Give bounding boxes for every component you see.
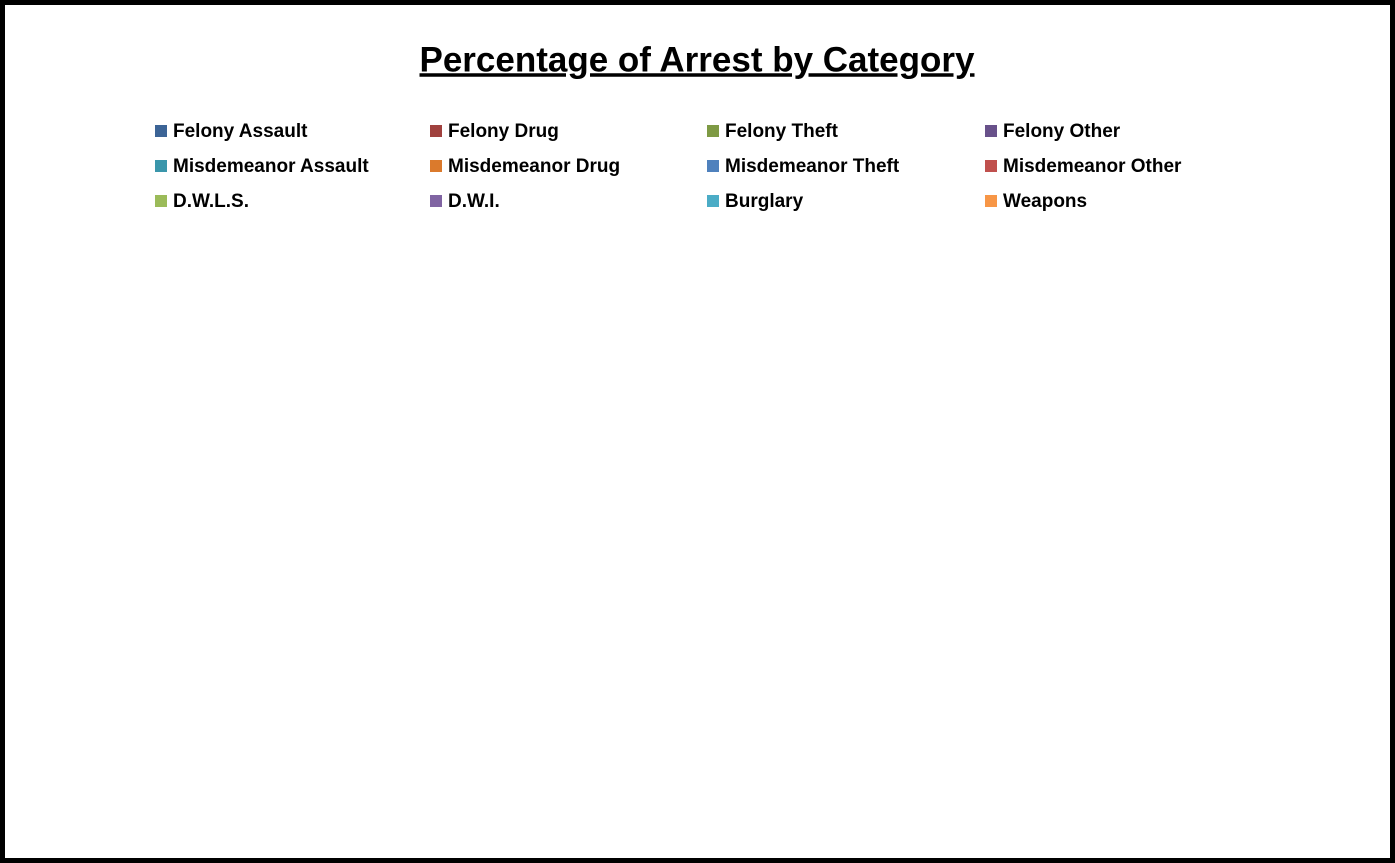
legend-label: D.W.L.S. <box>173 191 249 212</box>
legend-swatch <box>430 160 442 172</box>
legend-swatch <box>155 125 167 137</box>
legend-label: Misdemeanor Drug <box>448 156 620 177</box>
legend-label: D.W.I. <box>448 191 500 212</box>
chart-title: Percentage of Arrest by Category <box>420 40 976 79</box>
legend-swatch <box>707 160 719 172</box>
legend-swatch <box>985 195 997 207</box>
legend-label: Burglary <box>725 191 804 212</box>
legend-label: Felony Other <box>1003 121 1121 142</box>
legend-label: Felony Assault <box>173 121 308 142</box>
legend-swatch <box>430 195 442 207</box>
legend-swatch <box>985 160 997 172</box>
legend-label: Felony Drug <box>448 121 559 142</box>
legend-label: Misdemeanor Theft <box>725 156 900 177</box>
legend-swatch <box>707 125 719 137</box>
legend-label: Felony Theft <box>725 121 839 142</box>
legend-swatch <box>155 195 167 207</box>
legend-label: Misdemeanor Other <box>1003 156 1182 177</box>
legend-swatch <box>155 160 167 172</box>
legend-swatch <box>430 125 442 137</box>
legend-label: Misdemeanor Assault <box>173 156 369 177</box>
legend-label: Weapons <box>1003 191 1087 212</box>
legend-swatch <box>707 195 719 207</box>
legend-swatch <box>985 125 997 137</box>
